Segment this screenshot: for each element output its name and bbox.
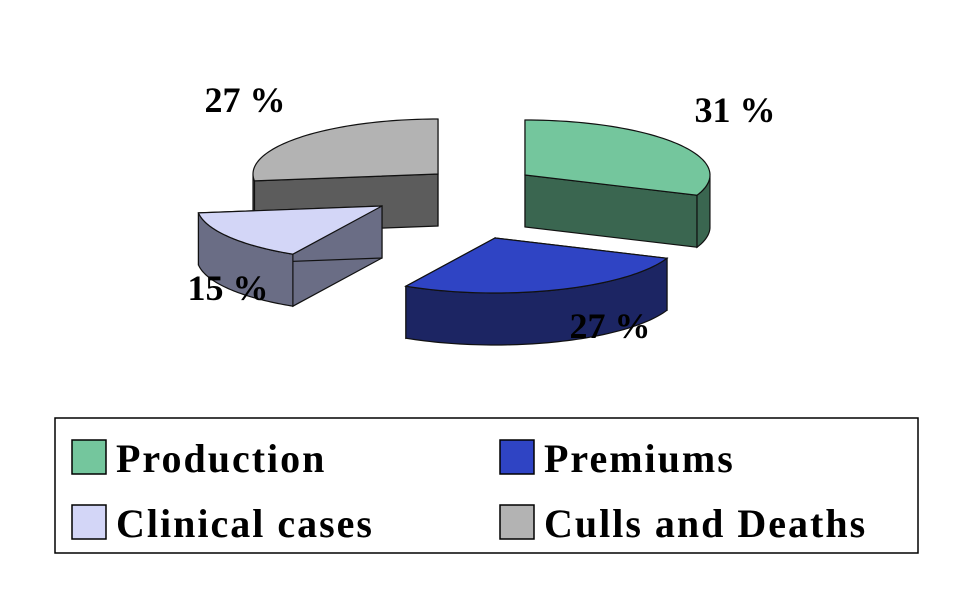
slice-top-premiums	[404, 237, 669, 294]
pie-slice-premiums	[404, 236, 669, 346]
data-label-clinical-cases: 15 %	[188, 268, 269, 308]
pie-slice-production	[524, 119, 711, 249]
data-label-culls-and-deaths: 27 %	[205, 80, 286, 120]
legend-item-culls-and-deaths: Culls and Deaths	[499, 501, 867, 546]
slice-top-production	[524, 119, 711, 196]
data-label-production: 31 %	[695, 90, 776, 130]
slice-top-clinical-cases	[197, 205, 383, 255]
slice-top-culls-and-deaths	[252, 118, 439, 182]
legend-swatch-production	[71, 439, 107, 475]
legend-swatch-premiums	[499, 439, 535, 475]
legend-swatch-culls-and-deaths	[499, 504, 535, 540]
data-label-premiums: 27 %	[570, 306, 651, 346]
legend-item-premiums: Premiums	[499, 436, 735, 481]
legend: Production Premiums Clinical cases Culls an…	[54, 417, 919, 554]
legend-label-premiums: Premiums	[544, 436, 735, 481]
legend-swatch-clinical-cases	[71, 504, 107, 540]
legend-item-production: Production	[71, 436, 326, 481]
pie-slice-clinical-cases	[197, 204, 383, 308]
legend-label-production: Production	[116, 436, 326, 481]
legend-label-clinical-cases: Clinical cases	[116, 501, 374, 546]
legend-label-culls-and-deaths: Culls and Deaths	[544, 501, 867, 546]
pie-slices	[197, 118, 711, 346]
data-labels: 31 % 27 % 15 % 27 %	[188, 80, 776, 346]
legend-box	[54, 417, 919, 554]
legend-item-clinical-cases: Clinical cases	[71, 501, 374, 546]
